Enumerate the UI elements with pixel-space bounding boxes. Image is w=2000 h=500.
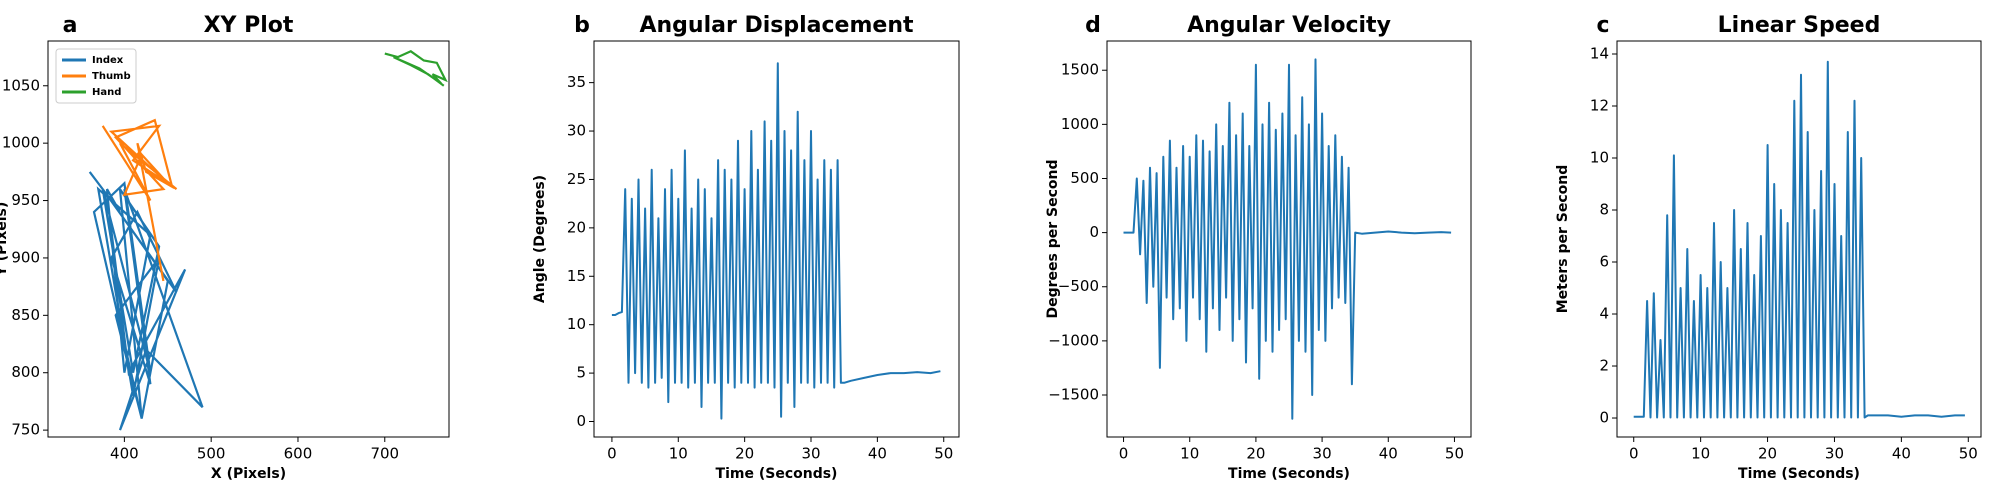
- y-tick-label: 850: [11, 306, 40, 324]
- y-tick-label: 6: [1599, 253, 1609, 271]
- y-tick-label: −1500: [1048, 385, 1099, 403]
- y-tick-label: 35: [567, 73, 586, 91]
- x-tick-label: 10: [1691, 445, 1710, 463]
- data-line: [88, 171, 204, 431]
- data-line: [1633, 60, 1965, 419]
- x-tick-label: 40: [1379, 445, 1398, 463]
- y-axis-label: Degrees per Second: [1045, 159, 1061, 318]
- y-axis-label: Meters per Second: [1555, 165, 1571, 314]
- x-tick-label: 0: [1629, 445, 1639, 463]
- x-tick-label: 500: [197, 445, 226, 463]
- y-tick-label: 0: [1599, 409, 1609, 427]
- x-tick-label: 0: [1119, 445, 1129, 463]
- y-tick-label: 1500: [1061, 61, 1099, 79]
- y-tick-label: 1000: [1061, 115, 1099, 133]
- x-tick-label: 50: [1445, 445, 1464, 463]
- y-tick-label: 1000: [2, 134, 40, 152]
- legend-label: Thumb: [92, 71, 131, 82]
- y-tick-label: 900: [11, 248, 40, 266]
- y-tick-label: 8: [1599, 201, 1609, 219]
- y-axis-label: Angle (Degrees): [532, 175, 548, 303]
- legend-label: Hand: [92, 87, 121, 98]
- y-tick-label: 750: [11, 421, 40, 439]
- y-tick-label: 30: [567, 122, 586, 140]
- axes-frame: [1106, 40, 1472, 438]
- x-tick-label: 30: [1825, 445, 1844, 463]
- x-tick-label: 40: [1892, 445, 1911, 463]
- x-tick-label: 600: [284, 445, 313, 463]
- x-axis-label: Time (Seconds): [716, 466, 838, 482]
- y-tick-label: 10: [567, 315, 586, 333]
- y-axis-label: Y (Pixels): [0, 202, 10, 278]
- chart-title: XY Plot: [204, 13, 294, 38]
- panel-label: a: [63, 13, 78, 38]
- x-tick-label: 30: [801, 445, 820, 463]
- x-tick-label: 10: [669, 445, 688, 463]
- data-line: [384, 50, 448, 87]
- panel-label: d: [1085, 13, 1101, 38]
- y-tick-label: 1050: [2, 76, 40, 94]
- y-tick-label: 25: [567, 170, 586, 188]
- x-tick-label: 700: [370, 445, 399, 463]
- x-axis-label: Time (Seconds): [1738, 466, 1860, 482]
- y-tick-label: 15: [567, 267, 586, 285]
- x-tick-label: 50: [934, 445, 953, 463]
- axes-frame: [47, 40, 450, 438]
- x-tick-label: 40: [868, 445, 887, 463]
- y-tick-label: 14: [1590, 45, 1609, 63]
- x-tick-label: 400: [110, 445, 139, 463]
- x-tick-label: 20: [1758, 445, 1777, 463]
- legend-box: [55, 48, 137, 104]
- y-tick-label: 500: [1070, 169, 1099, 187]
- x-tick-label: 20: [735, 445, 754, 463]
- data-line: [1123, 58, 1452, 420]
- y-tick-label: −500: [1058, 277, 1099, 295]
- data-line: [611, 62, 941, 420]
- y-tick-label: 2: [1599, 357, 1609, 375]
- y-tick-label: 0: [576, 412, 586, 430]
- y-tick-label: 10: [1590, 149, 1609, 167]
- panel-label: c: [1596, 13, 1609, 38]
- x-tick-label: 0: [607, 445, 617, 463]
- chart-title: Linear Speed: [1718, 13, 1881, 38]
- y-tick-label: 5: [576, 364, 586, 382]
- panel-label: b: [574, 13, 590, 38]
- x-tick-label: 10: [1180, 445, 1199, 463]
- chart-title: Angular Displacement: [639, 13, 913, 38]
- chart-title: Angular Velocity: [1187, 13, 1391, 38]
- y-tick-label: 950: [11, 191, 40, 209]
- x-axis-label: Time (Seconds): [1228, 466, 1350, 482]
- y-tick-label: −1000: [1048, 331, 1099, 349]
- x-tick-label: 20: [1246, 445, 1265, 463]
- legend-label: Index: [92, 55, 124, 66]
- x-axis-label: X (Pixels): [211, 466, 286, 482]
- x-tick-label: 30: [1313, 445, 1332, 463]
- axes-frame: [593, 40, 960, 438]
- y-tick-label: 800: [11, 363, 40, 381]
- y-tick-label: 12: [1590, 97, 1609, 115]
- y-tick-label: 20: [567, 218, 586, 236]
- axes-frame: [1616, 40, 1982, 438]
- x-tick-label: 50: [1959, 445, 1978, 463]
- data-line: [101, 118, 178, 282]
- y-tick-label: 4: [1599, 305, 1609, 323]
- y-tick-label: 0: [1089, 223, 1099, 241]
